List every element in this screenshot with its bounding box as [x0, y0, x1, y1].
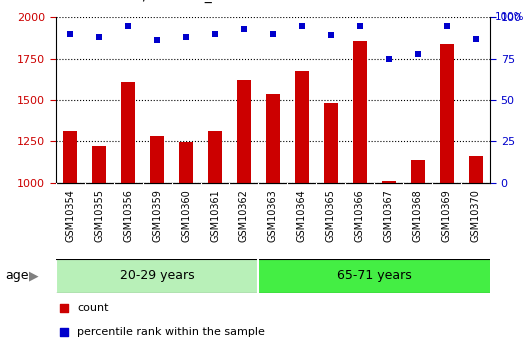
Point — [298, 23, 306, 28]
Text: GSM10361: GSM10361 — [210, 189, 220, 241]
Point — [182, 34, 190, 40]
Point — [240, 26, 248, 32]
Bar — [469, 156, 483, 183]
Text: GSM10367: GSM10367 — [384, 189, 394, 242]
Point — [326, 33, 335, 38]
Bar — [208, 131, 222, 183]
Text: GSM10356: GSM10356 — [123, 189, 133, 242]
Text: 20-29 years: 20-29 years — [120, 269, 195, 283]
Text: GSM10370: GSM10370 — [471, 189, 481, 242]
Text: GDS473 / 238789_at: GDS473 / 238789_at — [82, 0, 226, 3]
Point — [269, 31, 277, 37]
Text: age: age — [5, 269, 29, 283]
Text: GSM10360: GSM10360 — [181, 189, 191, 241]
Bar — [121, 82, 135, 183]
Text: count: count — [77, 303, 109, 313]
Bar — [411, 160, 425, 183]
Point — [356, 23, 364, 28]
Bar — [295, 71, 309, 183]
Text: GSM10368: GSM10368 — [413, 189, 423, 241]
Bar — [150, 137, 164, 183]
Text: GSM10355: GSM10355 — [94, 189, 104, 242]
Bar — [237, 80, 251, 183]
Point — [413, 51, 422, 57]
Text: GSM10364: GSM10364 — [297, 189, 307, 241]
Bar — [352, 41, 367, 183]
Text: GSM10362: GSM10362 — [239, 189, 249, 242]
Point — [211, 31, 219, 37]
Text: ▶: ▶ — [29, 269, 39, 283]
Point — [348, 199, 356, 204]
Point — [66, 31, 74, 37]
Point — [472, 36, 480, 41]
Text: 65-71 years: 65-71 years — [337, 269, 412, 283]
Bar — [266, 94, 280, 183]
Bar — [179, 142, 193, 183]
Text: percentile rank within the sample: percentile rank within the sample — [77, 327, 265, 337]
Point — [153, 38, 161, 43]
Text: GSM10365: GSM10365 — [326, 189, 336, 242]
Point — [95, 34, 103, 40]
Point — [124, 23, 132, 28]
Bar — [63, 131, 77, 183]
Bar — [56, 259, 259, 293]
Bar — [439, 44, 454, 183]
Bar — [382, 181, 396, 183]
Text: 100%: 100% — [494, 12, 524, 22]
Text: GSM10363: GSM10363 — [268, 189, 278, 241]
Text: GSM10354: GSM10354 — [65, 189, 75, 242]
Text: GSM10369: GSM10369 — [442, 189, 452, 241]
Point — [443, 23, 451, 28]
Bar — [324, 104, 338, 183]
Text: GSM10366: GSM10366 — [355, 189, 365, 241]
Text: GSM10359: GSM10359 — [152, 189, 162, 242]
Bar — [259, 259, 490, 293]
Point — [385, 56, 393, 61]
Bar — [92, 146, 107, 183]
